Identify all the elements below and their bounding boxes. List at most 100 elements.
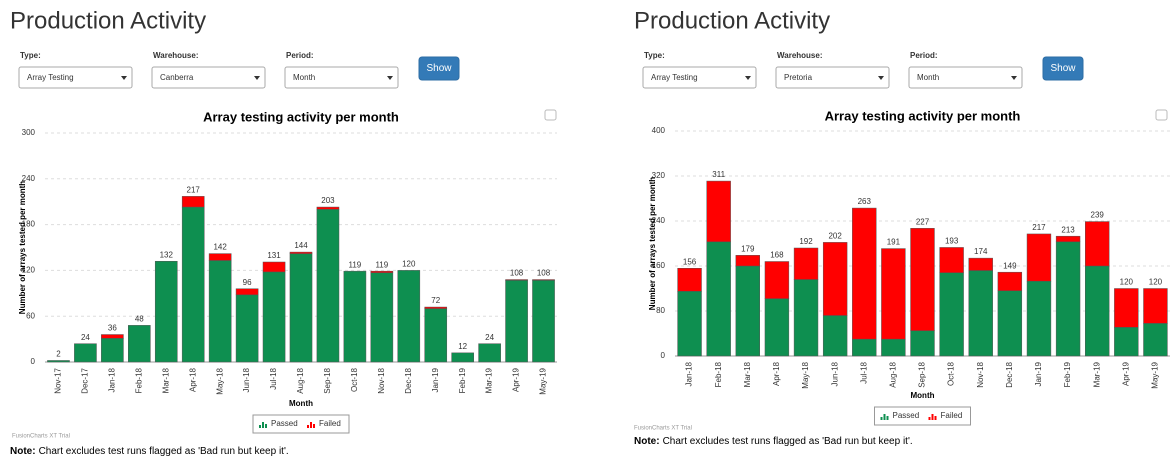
bar-segment: [128, 325, 151, 363]
total-label: 120: [402, 260, 416, 269]
x-tick-label: Nov-18: [976, 361, 985, 387]
bar-segment: [208, 253, 232, 261]
chart-menu[interactable]: [1155, 109, 1168, 121]
bar-segment: [181, 196, 205, 208]
bar-segment: [1026, 233, 1052, 282]
select-box[interactable]: [908, 66, 1023, 89]
x-tick-label: Sep-18: [323, 367, 332, 393]
bar-segment: [451, 352, 474, 363]
show-button-label[interactable]: Show: [426, 63, 452, 74]
x-tick-label: Feb-18: [714, 361, 723, 387]
bar-segment: [852, 207, 877, 340]
y-axis-label: Number of arrays tested per month: [18, 181, 27, 314]
bar-segment: [764, 298, 790, 357]
legend-icon: [307, 425, 309, 428]
x-tick-label: Jan-19: [1034, 361, 1043, 386]
bar-segment: [316, 209, 340, 363]
bar-segment: [235, 288, 259, 296]
total-label: 263: [858, 197, 872, 206]
select-value[interactable]: Array Testing: [27, 73, 74, 82]
total-label: 179: [741, 244, 755, 253]
show-button[interactable]: [1042, 56, 1084, 81]
bar-segment: [505, 279, 528, 281]
total-label: 217: [187, 185, 201, 194]
x-tick-label: Jul-18: [269, 367, 278, 389]
select-box[interactable]: [775, 66, 890, 89]
x-tick-label: Aug-18: [888, 361, 897, 387]
bar-segment: [181, 206, 205, 363]
bar-segment: [706, 241, 731, 357]
field-label: Warehouse:: [153, 51, 199, 60]
total-label: 108: [537, 269, 551, 278]
total-label: 2: [56, 350, 61, 359]
total-label: 24: [485, 333, 494, 342]
bar-segment: [852, 338, 877, 357]
legend-box: [252, 414, 350, 434]
bar-segment: [397, 270, 421, 363]
bar-segment: [424, 306, 448, 309]
x-tick-label: Sep-18: [918, 361, 927, 387]
bar-segment: [289, 251, 313, 254]
show-button-label[interactable]: Show: [1050, 63, 1076, 74]
x-tick-label: Apr-18: [772, 361, 781, 386]
legend-icon: [886, 416, 889, 420]
select-arrow: [1011, 76, 1017, 80]
x-tick-label: May-18: [801, 361, 810, 388]
y-tick-label: 120: [22, 266, 36, 275]
legend-icon: [310, 422, 312, 428]
total-label: 239: [1091, 211, 1105, 220]
x-tick-label: Dec-18: [1005, 361, 1014, 387]
page-title: Production Activity: [10, 7, 206, 34]
legend-icon: [313, 424, 315, 428]
select-value[interactable]: Month: [917, 73, 939, 82]
total-label: 36: [108, 324, 117, 333]
total-label: 96: [243, 278, 252, 287]
bar-segment: [822, 242, 848, 316]
bar-segment: [706, 180, 731, 243]
legend-icon: [259, 425, 261, 428]
select-box[interactable]: [151, 66, 266, 89]
bar-segment: [793, 247, 819, 280]
bar-segment: [289, 253, 313, 363]
show-button[interactable]: [418, 56, 460, 81]
select-box[interactable]: [284, 66, 399, 89]
legend-icon: [931, 414, 934, 420]
total-label: 193: [945, 237, 959, 246]
x-tick-label: Nov-18: [377, 367, 386, 393]
x-tick-label: Mar-18: [743, 361, 752, 387]
bar-segment: [208, 260, 232, 363]
select-value[interactable]: Pretoria: [784, 73, 813, 82]
total-label: 108: [510, 269, 524, 278]
total-label: 203: [321, 196, 335, 205]
x-tick-label: May-18: [215, 367, 224, 394]
select-value[interactable]: Month: [293, 73, 315, 82]
legend-icon: [928, 417, 931, 420]
x-tick-label: Mar-19: [1092, 361, 1101, 387]
bar-segment: [424, 308, 448, 363]
chart-title: Array testing activity per month: [825, 108, 1021, 123]
bar-segment: [235, 294, 259, 363]
bar-segment: [1055, 241, 1081, 357]
total-label: 24: [81, 333, 90, 342]
bar-segment: [881, 338, 906, 357]
select-value[interactable]: Array Testing: [651, 73, 698, 82]
bar-segment: [997, 271, 1023, 291]
y-tick-label: 80: [656, 306, 665, 315]
total-label: 311: [712, 170, 725, 179]
bar-segment: [101, 338, 124, 363]
bar-segment: [910, 330, 935, 357]
total-label: 192: [799, 237, 813, 246]
x-tick-label: Jul-18: [859, 361, 868, 383]
total-label: 149: [1003, 261, 1017, 270]
bar-segment: [532, 280, 555, 363]
field-label: Warehouse:: [777, 51, 823, 60]
select-box[interactable]: [18, 66, 133, 89]
select-value[interactable]: Canberra: [160, 73, 194, 82]
x-tick-label: Dec-17: [81, 367, 90, 393]
chart-menu[interactable]: [544, 109, 557, 121]
select-box[interactable]: [642, 66, 757, 89]
legend-icon: [262, 422, 264, 428]
field-label: Period:: [910, 51, 938, 60]
total-label: 217: [1032, 223, 1046, 232]
